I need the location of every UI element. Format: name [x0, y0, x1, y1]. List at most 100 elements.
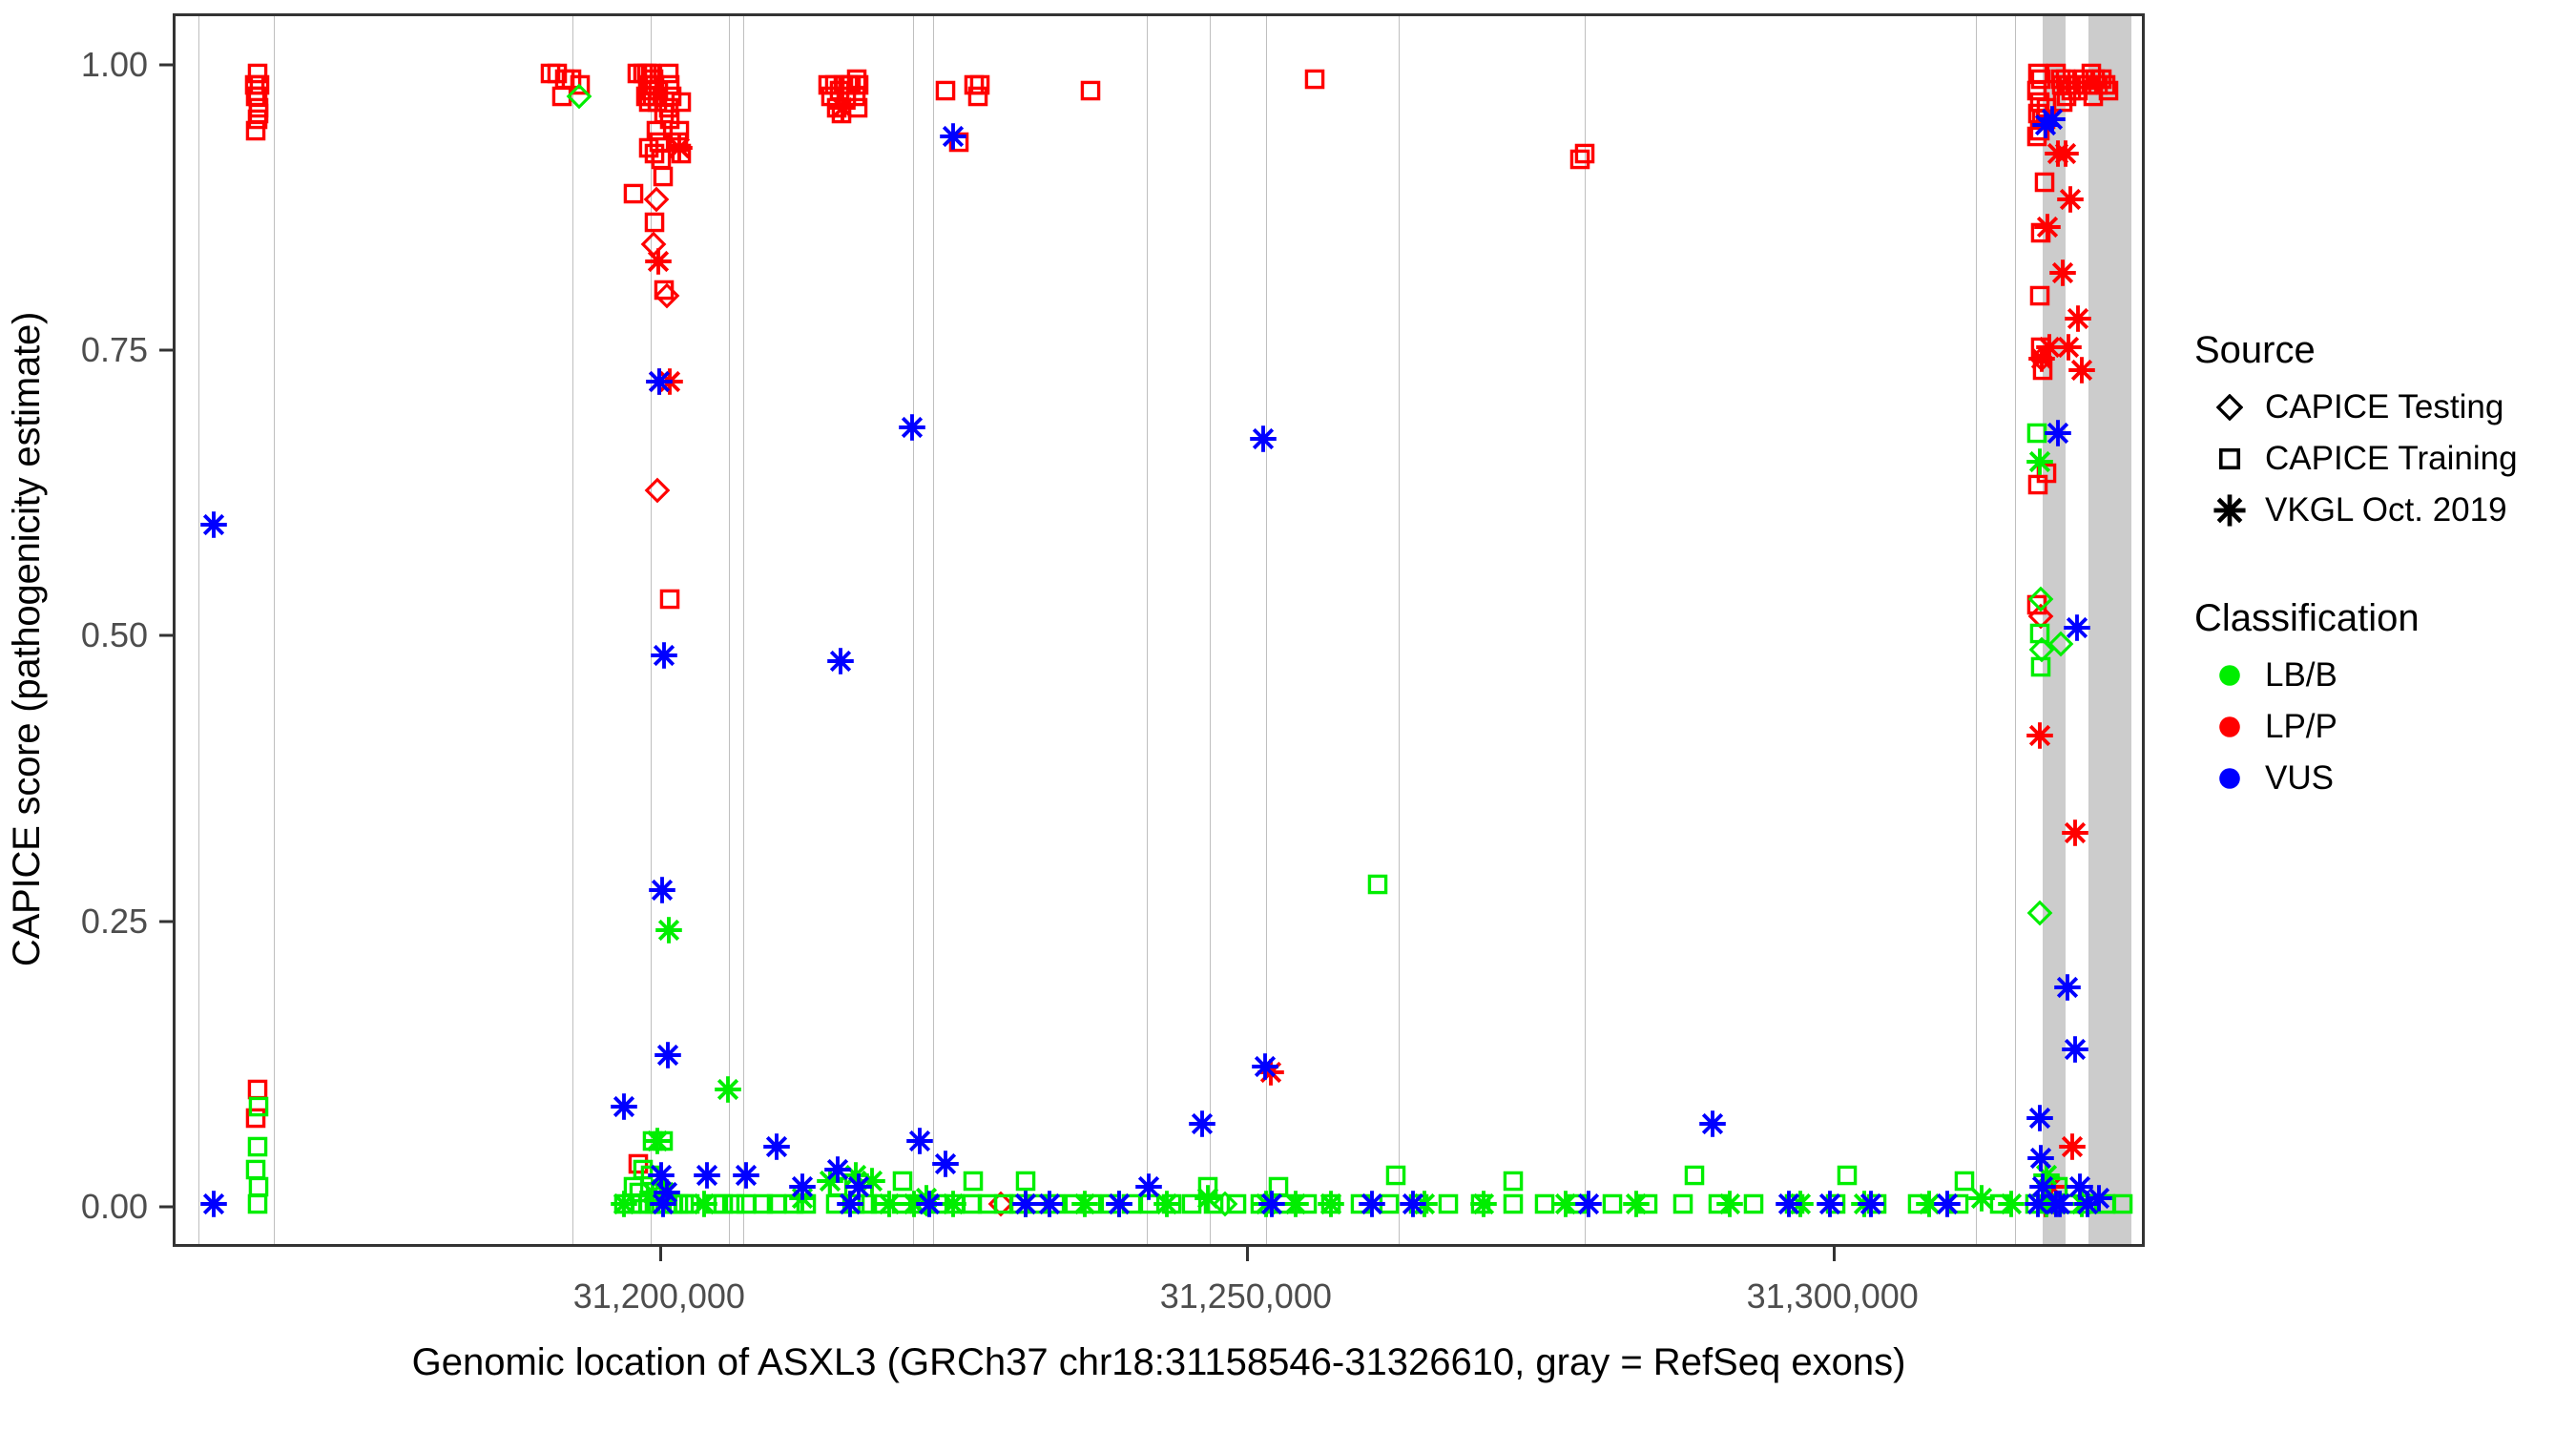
legend-item[interactable]: CAPICE Training — [2194, 435, 2576, 483]
data-point-asterisk — [1915, 1190, 1943, 1218]
data-point-square — [1365, 872, 1390, 897]
legend-item[interactable]: VKGL Oct. 2019 — [2194, 487, 2576, 534]
data-point-square — [246, 1174, 271, 1199]
data-point-square — [559, 67, 584, 92]
data-point-asterisk — [939, 122, 967, 151]
data-point-square — [245, 84, 270, 109]
x-tick-mark — [1832, 1247, 1836, 1261]
data-point-square — [636, 1192, 661, 1216]
legend-item[interactable]: VUS — [2194, 755, 2576, 802]
y-tick-mark — [159, 920, 173, 923]
data-point-asterisk — [788, 1184, 817, 1213]
data-point-asterisk — [1257, 1190, 1286, 1218]
data-point-asterisk — [1775, 1190, 1803, 1218]
data-point-square — [245, 1134, 270, 1159]
y-tick-label: 0.00 — [80, 1187, 148, 1227]
data-point-square — [1706, 1192, 1731, 1216]
data-point-asterisk — [931, 1150, 960, 1178]
data-point-asterisk — [844, 1172, 873, 1201]
y-tick-label: 0.25 — [80, 901, 148, 941]
data-point-square — [1179, 1192, 1204, 1216]
data-point-square — [824, 95, 849, 120]
data-point-square — [635, 73, 660, 97]
exon-gridline — [650, 16, 652, 1244]
x-tick-label: 31,250,000 — [1159, 1276, 1332, 1316]
data-point-square — [649, 147, 674, 172]
data-point-asterisk — [898, 413, 926, 442]
data-point-square — [1062, 1192, 1087, 1216]
data-point-square — [247, 73, 272, 97]
data-point-square — [652, 278, 676, 302]
data-point-square — [669, 90, 694, 114]
data-point-square — [991, 1192, 1016, 1216]
data-point-asterisk — [1281, 1190, 1310, 1218]
data-point-asterisk — [644, 247, 673, 276]
data-point-asterisk — [858, 1167, 886, 1195]
data-point-square — [568, 73, 592, 97]
data-point-square — [1195, 1174, 1220, 1199]
data-point-asterisk — [648, 876, 676, 904]
data-point-square — [1098, 1192, 1123, 1216]
legend-item[interactable]: LP/P — [2194, 703, 2576, 751]
data-point-square — [640, 84, 665, 109]
data-point-square — [1671, 1192, 1695, 1216]
data-point-square — [1823, 1192, 1848, 1216]
legend-item-label: VKGL Oct. 2019 — [2265, 491, 2507, 529]
x-tick-label: 31,200,000 — [572, 1276, 745, 1316]
legend-item[interactable]: CAPICE Testing — [2194, 384, 2576, 431]
legend-item[interactable]: LB/B — [2194, 652, 2576, 699]
data-point-square — [243, 1106, 268, 1130]
data-point-square — [925, 1192, 950, 1216]
data-point-square — [644, 118, 669, 143]
exon-gridline — [1146, 16, 1148, 1244]
data-point-square — [2066, 78, 2090, 103]
legend-item-label: CAPICE Testing — [2265, 388, 2504, 425]
data-point-asterisk — [1134, 1172, 1163, 1201]
exon-gridline — [932, 16, 934, 1244]
data-point-square — [1835, 1163, 1859, 1188]
circle-icon — [2194, 764, 2265, 793]
data-point-square — [855, 1192, 880, 1216]
data-point-asterisk — [690, 1190, 718, 1218]
data-point-asterisk — [638, 1178, 667, 1207]
data-point-asterisk — [650, 1178, 678, 1207]
data-point-square — [844, 67, 869, 92]
data-point-square — [822, 73, 847, 97]
exon-gridline — [273, 16, 275, 1244]
data-point-square — [1952, 1169, 1977, 1193]
data-point-square — [703, 1192, 728, 1216]
data-point-asterisk — [1410, 1190, 1439, 1218]
data-point-asterisk — [649, 1190, 677, 1218]
data-point-square — [660, 1192, 685, 1216]
data-point-square — [1864, 1192, 1889, 1216]
data-point-square — [1987, 1192, 2012, 1216]
data-point-asterisk — [1070, 1190, 1099, 1218]
data-point-square — [943, 1192, 967, 1216]
data-point-asterisk — [665, 134, 694, 162]
data-point-square — [1501, 1192, 1526, 1216]
data-point-asterisk — [714, 1075, 742, 1104]
circle-icon — [2194, 713, 2265, 741]
data-point-square — [2063, 73, 2088, 97]
circle-icon — [2194, 661, 2265, 690]
data-point-square — [960, 1192, 985, 1216]
data-point-square — [666, 130, 691, 155]
data-point-square — [550, 84, 574, 109]
data-point-square — [538, 61, 563, 86]
data-point-square — [657, 587, 682, 612]
data-point-square — [836, 73, 861, 97]
data-point-diamond — [913, 1191, 939, 1217]
data-point-asterisk — [1251, 1052, 1279, 1081]
data-point-square — [1119, 1192, 1144, 1216]
data-point-asterisk — [1551, 1190, 1580, 1218]
data-point-asterisk — [1786, 1190, 1815, 1218]
legend-title-classification: Classification — [2194, 597, 2420, 639]
data-point-square — [619, 1192, 644, 1216]
data-point-asterisk — [1153, 1190, 1181, 1218]
data-point-square — [764, 1192, 789, 1216]
data-point-diamond — [643, 186, 670, 212]
data-point-asterisk — [1698, 1110, 1727, 1138]
data-point-square — [243, 84, 268, 109]
data-point-square — [634, 61, 659, 86]
data-point-asterisk — [875, 1190, 904, 1218]
